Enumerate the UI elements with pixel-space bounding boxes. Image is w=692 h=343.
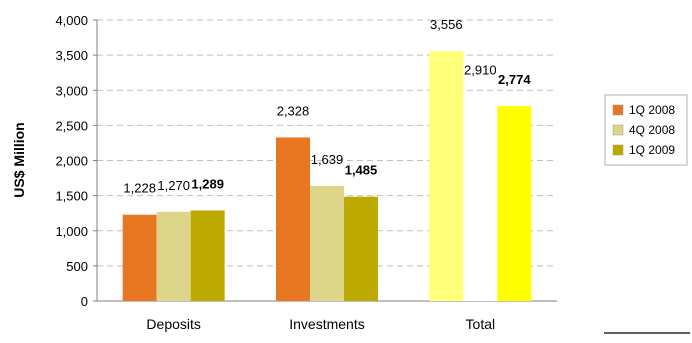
legend: 1Q 2008 4Q 2008 1Q 2009 — [604, 94, 688, 166]
legend-label: 1Q 2008 — [629, 103, 675, 117]
bar — [429, 51, 464, 301]
y-tick-label: 2,500 — [55, 118, 88, 133]
data-label: 3,556 — [430, 17, 463, 32]
y-axis-title: US$ Million — [11, 122, 27, 197]
data-label: 1,485 — [345, 163, 378, 178]
x-tick-label: Total — [466, 316, 496, 332]
axes: 0 500 1,000 1,500 2,000 2,500 3,000 3,500 4,000 D… — [55, 13, 690, 334]
bar — [276, 137, 310, 301]
data-label: 1,289 — [191, 176, 224, 191]
x-tick-label: Investments — [289, 316, 364, 332]
y-tick-label: 500 — [66, 259, 88, 274]
bar — [497, 106, 532, 302]
data-label: 2,328 — [277, 103, 310, 118]
bar — [344, 196, 378, 301]
y-tick-label: 3,000 — [55, 83, 88, 98]
legend-swatch — [612, 144, 624, 156]
data-label: 1,639 — [311, 152, 344, 167]
y-tick-label: 3,500 — [55, 48, 88, 63]
y-tick-label: 1,500 — [55, 189, 88, 204]
y-tick-label: 2,000 — [55, 154, 88, 169]
legend-swatch — [612, 104, 624, 116]
bar — [122, 214, 157, 301]
data-label: 1,228 — [123, 181, 156, 196]
legend-label: 4Q 2008 — [629, 123, 675, 137]
y-tick-label: 1,000 — [55, 224, 88, 239]
data-label: 1,270 — [157, 178, 190, 193]
data-label: 2,910 — [464, 63, 497, 78]
y-tick-label: 0 — [81, 294, 88, 309]
bar — [156, 211, 191, 301]
legend-label: 1Q 2009 — [629, 143, 675, 157]
bar — [190, 210, 225, 301]
bars — [122, 51, 532, 302]
legend-swatch — [612, 124, 624, 136]
data-label: 2,774 — [498, 72, 531, 87]
x-tick-label: Deposits — [146, 316, 200, 332]
bar — [463, 96, 498, 301]
bar — [310, 185, 344, 301]
y-tick-label: 4,000 — [55, 13, 88, 28]
